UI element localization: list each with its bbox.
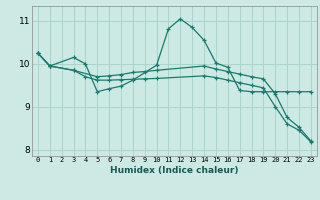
X-axis label: Humidex (Indice chaleur): Humidex (Indice chaleur) xyxy=(110,166,239,175)
